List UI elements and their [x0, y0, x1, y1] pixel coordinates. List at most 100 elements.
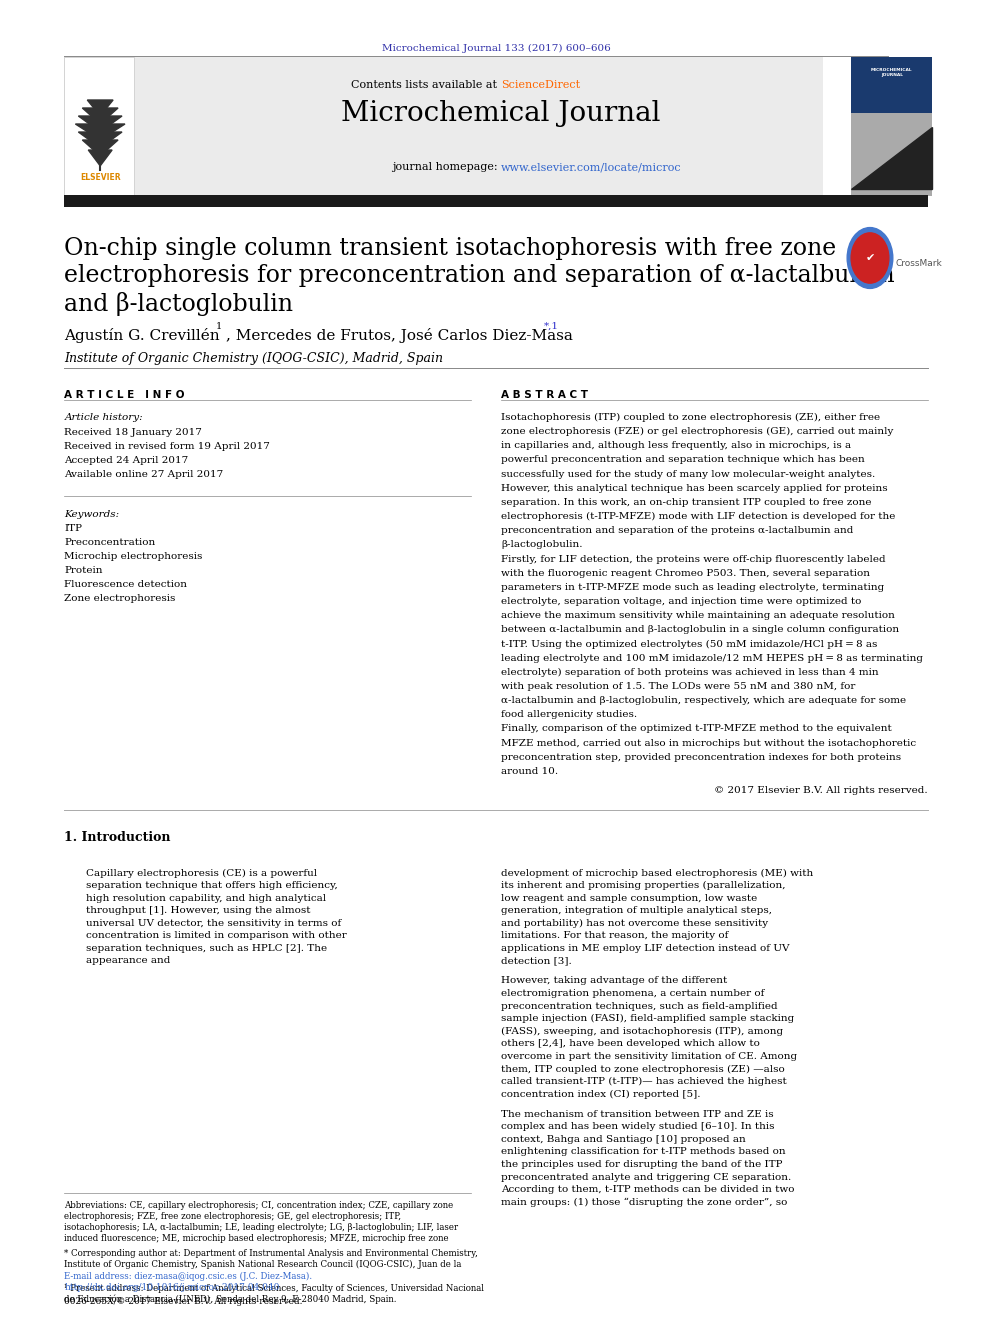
Text: Isotachophoresis (ITP) coupled to zone electrophoresis (ZE), either free: Isotachophoresis (ITP) coupled to zone e… [501, 413, 880, 422]
Text: ScienceDirect: ScienceDirect [501, 79, 580, 90]
Text: concentration index (CI) reported [5].: concentration index (CI) reported [5]. [501, 1090, 700, 1098]
Text: electrophoresis (t-ITP-MFZE) mode with LIF detection is developed for the: electrophoresis (t-ITP-MFZE) mode with L… [501, 512, 896, 521]
Text: Received in revised form 19 April 2017: Received in revised form 19 April 2017 [64, 442, 271, 451]
Text: overcome in part the sensitivity limitation of CE. Among: overcome in part the sensitivity limitat… [501, 1052, 798, 1061]
Text: MFZE method, carried out also in microchips but without the isotachophoretic: MFZE method, carried out also in microch… [501, 738, 916, 747]
Text: ITP: ITP [64, 524, 82, 533]
FancyBboxPatch shape [64, 194, 928, 206]
Text: , Mercedes de Frutos, José Carlos Diez-Masa: , Mercedes de Frutos, José Carlos Diez-M… [226, 328, 573, 343]
Text: the principles used for disrupting the band of the ITP: the principles used for disrupting the b… [501, 1160, 783, 1170]
Point [59, 488, 70, 504]
Circle shape [851, 233, 889, 283]
Text: Microchip electrophoresis: Microchip electrophoresis [64, 552, 202, 561]
Text: 1. Introduction: 1. Introduction [64, 831, 171, 844]
Text: enlightening classification for t-ITP methods based on: enlightening classification for t-ITP me… [501, 1147, 786, 1156]
Text: Capillary electrophoresis (CE) is a powerful: Capillary electrophoresis (CE) is a powe… [86, 868, 317, 877]
Text: high resolution capability, and high analytical: high resolution capability, and high ana… [86, 893, 326, 902]
Text: According to them, t-ITP methods can be divided in two: According to them, t-ITP methods can be … [501, 1185, 795, 1195]
Text: generation, integration of multiple analytical steps,: generation, integration of multiple anal… [501, 906, 772, 916]
Text: On-chip single column transient isotachophoresis with free zone: On-chip single column transient isotacho… [64, 237, 836, 261]
Text: Fluorescence detection: Fluorescence detection [64, 579, 187, 589]
Point [59, 392, 70, 407]
Text: Article history:: Article history: [64, 413, 143, 422]
FancyBboxPatch shape [64, 57, 134, 196]
Text: Contents lists available at: Contents lists available at [351, 79, 501, 90]
Text: However, taking advantage of the different: However, taking advantage of the differe… [501, 976, 727, 986]
Text: MICROCHEMICAL
JOURNAL: MICROCHEMICAL JOURNAL [871, 67, 913, 77]
Polygon shape [82, 140, 118, 156]
Text: 1: 1 [216, 321, 222, 331]
Text: called transient-ITP (t-ITP)— has achieved the highest: called transient-ITP (t-ITP)— has achiev… [501, 1077, 787, 1086]
Polygon shape [87, 101, 113, 116]
Text: Microchemical Journal 133 (2017) 600–606: Microchemical Journal 133 (2017) 600–606 [382, 44, 610, 53]
Text: and portability) has not overcome these sensitivity: and portability) has not overcome these … [501, 918, 768, 927]
Point [465, 488, 477, 504]
Text: ¹ Present address: Department of Analytical Sciences, Faculty of Sciences, Unive: ¹ Present address: Department of Analyti… [64, 1283, 484, 1293]
Text: applications in ME employ LIF detection instead of UV: applications in ME employ LIF detection … [501, 943, 790, 953]
Text: *,1: *,1 [544, 321, 558, 331]
Text: * Corresponding author at: Department of Instrumental Analysis and Environmental: * Corresponding author at: Department of… [64, 1249, 478, 1258]
Text: limitations. For that reason, the majority of: limitations. For that reason, the majori… [501, 931, 728, 941]
Text: preconcentration techniques, such as field-amplified: preconcentration techniques, such as fie… [501, 1002, 778, 1011]
Text: Finally, comparison of the optimized t-ITP-MFZE method to the equivalent: Finally, comparison of the optimized t-I… [501, 725, 892, 733]
Text: induced fluorescence; ME, microchip based electrophoresis; MFZE, microchip free : induced fluorescence; ME, microchip base… [64, 1234, 449, 1242]
Text: separation. In this work, an on-chip transient ITP coupled to free zone: separation. In this work, an on-chip tra… [501, 497, 871, 507]
Text: http://dx.doi.org/10.1016/j.microc.2017.04.040: http://dx.doi.org/10.1016/j.microc.2017.… [64, 1283, 280, 1293]
Text: concentration is limited in comparison with other: concentration is limited in comparison w… [86, 931, 347, 941]
Text: preconcentration step, provided preconcentration indexes for both proteins: preconcentration step, provided preconce… [501, 753, 901, 762]
Text: separation techniques, such as HPLC [2]. The: separation techniques, such as HPLC [2].… [86, 943, 327, 953]
Polygon shape [82, 108, 118, 124]
Text: t-ITP. Using the optimized electrolytes (50 mM imidazole/HCl pH = 8 as: t-ITP. Using the optimized electrolytes … [501, 639, 877, 648]
Text: throughput [1]. However, using the almost: throughput [1]. However, using the almos… [86, 906, 310, 916]
Text: context, Bahga and Santiago [10] proposed an: context, Bahga and Santiago [10] propose… [501, 1135, 746, 1144]
Text: low reagent and sample consumption, low waste: low reagent and sample consumption, low … [501, 893, 757, 902]
Text: complex and has been widely studied [6–10]. In this: complex and has been widely studied [6–1… [501, 1122, 775, 1131]
Text: Agustín G. Crevillén: Agustín G. Crevillén [64, 328, 220, 343]
Point [59, 1185, 70, 1201]
Text: in capillaries and, although less frequently, also in microchips, is a: in capillaries and, although less freque… [501, 442, 851, 450]
Point [465, 392, 477, 407]
Text: electromigration phenomena, a certain number of: electromigration phenomena, a certain nu… [501, 990, 764, 998]
Text: CrossMark: CrossMark [896, 259, 942, 267]
Text: Institute of Organic Chemistry, Spanish National Research Council (IQOG-CSIC), J: Institute of Organic Chemistry, Spanish … [64, 1259, 462, 1269]
Text: Firstly, for LIF detection, the proteins were off-chip fluorescently labeled: Firstly, for LIF detection, the proteins… [501, 554, 886, 564]
Text: between α-lactalbumin and β-lactoglobulin in a single column configuration: between α-lactalbumin and β-lactoglobuli… [501, 626, 899, 634]
Text: Preconcentration: Preconcentration [64, 538, 156, 546]
Text: Keywords:: Keywords: [64, 509, 120, 519]
Text: around 10.: around 10. [501, 767, 558, 775]
Text: (FASS), sweeping, and isotachophoresis (ITP), among: (FASS), sweeping, and isotachophoresis (… [501, 1027, 783, 1036]
Text: powerful preconcentration and separation technique which has been: powerful preconcentration and separation… [501, 455, 865, 464]
Text: © 2017 Elsevier B.V. All rights reserved.: © 2017 Elsevier B.V. All rights reserved… [714, 786, 928, 795]
Text: main groups: (1) those “disrupting the zone order”, so: main groups: (1) those “disrupting the z… [501, 1197, 788, 1207]
Text: electrophoresis; FZE, free zone electrophoresis; GE, gel electrophoresis; ITP,: electrophoresis; FZE, free zone electrop… [64, 1212, 402, 1221]
Text: and β-lactoglobulin: and β-lactoglobulin [64, 292, 294, 316]
Text: zone electrophoresis (FZE) or gel electrophoresis (GE), carried out mainly: zone electrophoresis (FZE) or gel electr… [501, 427, 894, 437]
Text: journal homepage:: journal homepage: [392, 161, 501, 172]
Text: The mechanism of transition between ITP and ZE is: The mechanism of transition between ITP … [501, 1110, 774, 1119]
Text: Microchemical Journal: Microchemical Journal [341, 101, 661, 127]
Text: However, this analytical technique has been scarcely applied for proteins: However, this analytical technique has b… [501, 484, 888, 492]
Text: electrolyte) separation of both proteins was achieved in less than 4 min: electrolyte) separation of both proteins… [501, 668, 879, 677]
Text: de Educación a Distancia (UNED), Senda del Rey 9, E-28040 Madrid, Spain.: de Educación a Distancia (UNED), Senda d… [64, 1295, 397, 1304]
Polygon shape [78, 132, 122, 148]
Text: detection [3].: detection [3]. [501, 957, 571, 966]
Text: Abbreviations: CE, capillary electrophoresis; CI, concentration index; CZE, capi: Abbreviations: CE, capillary electrophor… [64, 1201, 453, 1211]
Text: isotachophoresis; LA, α-lactalbumin; LE, leading electrolyte; LG, β-lactoglobuli: isotachophoresis; LA, α-lactalbumin; LE,… [64, 1222, 458, 1232]
FancyBboxPatch shape [64, 57, 823, 196]
Text: with peak resolution of 1.5. The LODs were 55 nM and 380 nM, for: with peak resolution of 1.5. The LODs we… [501, 681, 855, 691]
Text: with the fluorogenic reagent Chromeo P503. Then, several separation: with the fluorogenic reagent Chromeo P50… [501, 569, 870, 578]
Text: E-mail address: diez-masa@iqog.csic.es (J.C. Diez-Masa).: E-mail address: diez-masa@iqog.csic.es (… [64, 1271, 312, 1281]
Text: Available online 27 April 2017: Available online 27 April 2017 [64, 470, 224, 479]
Text: universal UV detector, the sensitivity in terms of: universal UV detector, the sensitivity i… [86, 918, 341, 927]
Text: electrolyte, separation voltage, and injection time were optimized to: electrolyte, separation voltage, and inj… [501, 597, 861, 606]
Polygon shape [78, 116, 122, 132]
Text: electrophoresis for preconcentration and separation of α-lactalbumin: electrophoresis for preconcentration and… [64, 265, 895, 287]
Circle shape [847, 228, 893, 288]
Polygon shape [75, 124, 125, 140]
Text: its inherent and promising properties (parallelization,: its inherent and promising properties (p… [501, 881, 786, 890]
Text: Received 18 January 2017: Received 18 January 2017 [64, 429, 202, 437]
Text: 0026-265X/© 2017 Elsevier B.V. All rights reserved.: 0026-265X/© 2017 Elsevier B.V. All right… [64, 1297, 303, 1306]
Text: Accepted 24 April 2017: Accepted 24 April 2017 [64, 456, 188, 464]
Text: A R T I C L E   I N F O: A R T I C L E I N F O [64, 390, 185, 400]
Text: Protein: Protein [64, 566, 103, 576]
